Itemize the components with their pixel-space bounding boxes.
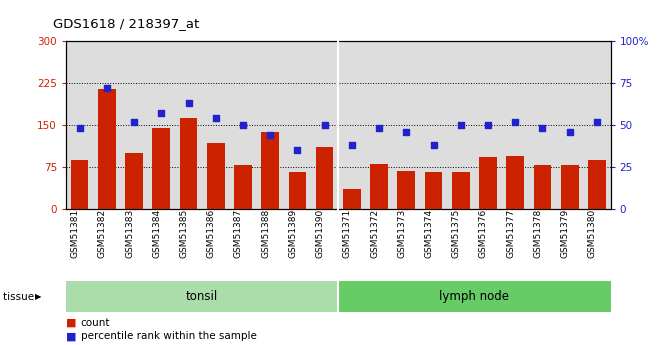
Bar xyxy=(343,189,361,209)
Text: GSM51389: GSM51389 xyxy=(288,209,298,258)
Bar xyxy=(506,156,524,209)
Text: ■: ■ xyxy=(66,318,77,327)
Bar xyxy=(261,132,279,209)
Bar xyxy=(588,160,606,209)
Text: GSM51390: GSM51390 xyxy=(315,209,325,258)
Text: tonsil: tonsil xyxy=(186,290,218,303)
Text: GSM51378: GSM51378 xyxy=(533,209,543,258)
Bar xyxy=(180,118,197,209)
Text: GSM51373: GSM51373 xyxy=(397,209,407,258)
Text: GSM51382: GSM51382 xyxy=(98,209,107,258)
Point xyxy=(591,119,602,125)
Point xyxy=(510,119,521,125)
Text: GDS1618 / 218397_at: GDS1618 / 218397_at xyxy=(53,17,199,30)
Point xyxy=(401,129,412,135)
Bar xyxy=(98,89,115,209)
Text: GSM51376: GSM51376 xyxy=(479,209,488,258)
Text: tissue: tissue xyxy=(3,292,38,302)
Text: ■: ■ xyxy=(66,332,77,341)
Text: GSM51387: GSM51387 xyxy=(234,209,243,258)
Text: GSM51375: GSM51375 xyxy=(451,209,461,258)
Point xyxy=(292,147,303,153)
Bar xyxy=(71,160,88,209)
Point xyxy=(102,86,112,91)
Text: ▶: ▶ xyxy=(35,292,42,301)
Bar xyxy=(152,128,170,209)
Text: GSM51377: GSM51377 xyxy=(506,209,515,258)
Point xyxy=(183,100,194,106)
Point xyxy=(374,126,384,131)
Text: GSM51372: GSM51372 xyxy=(370,209,379,258)
Bar xyxy=(452,172,470,209)
Bar xyxy=(207,143,224,209)
Bar xyxy=(479,157,497,209)
Bar xyxy=(338,281,610,312)
Bar xyxy=(370,164,388,209)
Point xyxy=(156,111,166,116)
Text: GSM51386: GSM51386 xyxy=(207,209,216,258)
Point xyxy=(265,132,275,138)
Bar xyxy=(561,165,579,209)
Text: GSM51371: GSM51371 xyxy=(343,209,352,258)
Text: GSM51380: GSM51380 xyxy=(588,209,597,258)
Text: GSM51379: GSM51379 xyxy=(560,209,570,258)
Point xyxy=(455,122,466,128)
Bar xyxy=(424,172,442,209)
Bar xyxy=(234,165,252,209)
Point xyxy=(537,126,548,131)
Bar xyxy=(315,147,333,209)
Bar xyxy=(66,281,338,312)
Text: GSM51381: GSM51381 xyxy=(71,209,80,258)
Point xyxy=(319,122,330,128)
Text: GSM51374: GSM51374 xyxy=(424,209,434,258)
Text: lymph node: lymph node xyxy=(440,290,510,303)
Bar xyxy=(533,165,551,209)
Text: GSM51384: GSM51384 xyxy=(152,209,161,258)
Point xyxy=(238,122,248,128)
Text: count: count xyxy=(81,318,110,327)
Bar xyxy=(288,172,306,209)
Point xyxy=(211,116,221,121)
Text: GSM51383: GSM51383 xyxy=(125,209,134,258)
Bar xyxy=(397,171,415,209)
Point xyxy=(428,142,439,148)
Text: GSM51388: GSM51388 xyxy=(261,209,270,258)
Point xyxy=(75,126,85,131)
Point xyxy=(564,129,575,135)
Point xyxy=(129,119,139,125)
Text: GSM51385: GSM51385 xyxy=(180,209,189,258)
Bar xyxy=(125,153,143,209)
Text: percentile rank within the sample: percentile rank within the sample xyxy=(81,332,256,341)
Point xyxy=(482,122,493,128)
Point xyxy=(346,142,357,148)
